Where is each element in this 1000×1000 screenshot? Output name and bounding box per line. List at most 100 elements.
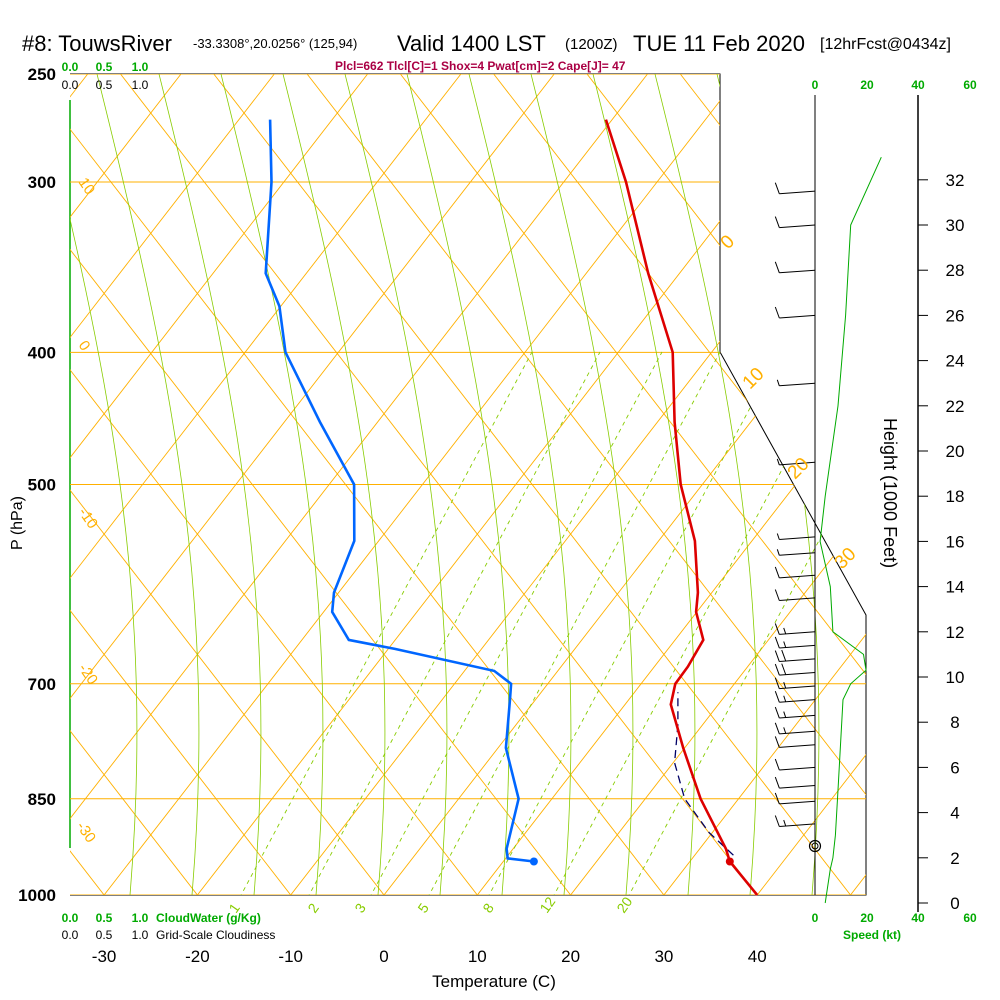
wind-barb-feather bbox=[774, 589, 780, 601]
wind-barb-shaft bbox=[779, 382, 816, 387]
isotherm-line bbox=[383, 74, 866, 895]
isotherm-line bbox=[70, 74, 648, 895]
cloudwater-scale-bottom-label: 0.0 bbox=[62, 911, 79, 925]
temperature-tick-label: -10 bbox=[278, 947, 303, 966]
speed-scale-top-label: 20 bbox=[860, 78, 874, 92]
mixing-ratio-line bbox=[544, 351, 846, 895]
moist-adiabat-line bbox=[344, 74, 448, 895]
cloudwater-scale-bottom-label: 0.5 bbox=[96, 911, 113, 925]
height-tick-label: 24 bbox=[946, 352, 965, 371]
wind-barb-half-feather bbox=[776, 379, 780, 386]
height-tick-label: 30 bbox=[946, 216, 965, 235]
wind-barb-shaft bbox=[779, 597, 816, 602]
isotherm-line bbox=[850, 74, 866, 895]
wind-barb-feather bbox=[774, 677, 780, 689]
cloudiness-scale-bottom-label: 0.0 bbox=[62, 928, 79, 942]
wind-barb-feather bbox=[774, 623, 780, 635]
wind-barb-shaft bbox=[779, 800, 816, 805]
isotherm-label: 10 bbox=[75, 175, 98, 198]
wind-barb-shaft bbox=[779, 224, 816, 229]
wind-barb-shaft bbox=[779, 314, 816, 319]
wind-barb-half-feather bbox=[783, 641, 787, 648]
moist-adiabat-line bbox=[468, 74, 572, 895]
speed-scale-bottom-label: 20 bbox=[860, 911, 874, 925]
wind-barb-feather bbox=[774, 815, 780, 827]
temperature-tick-label: 10 bbox=[468, 947, 487, 966]
wind-barb-shaft bbox=[779, 536, 816, 540]
cloudiness-scale-bottom-label: 0.5 bbox=[96, 928, 113, 942]
cloudwater-scale-top-label: 0.5 bbox=[96, 60, 113, 74]
height-tick-label: 22 bbox=[946, 397, 965, 416]
height-tick-label: 28 bbox=[946, 261, 965, 280]
height-tick-label: 6 bbox=[950, 758, 959, 777]
pressure-tick-label: 850 bbox=[28, 790, 56, 809]
pressure-axis-label: P (hPa) bbox=[9, 496, 26, 550]
height-tick-label: 26 bbox=[946, 306, 965, 325]
moist-adiabat-line bbox=[96, 74, 200, 895]
plot-area bbox=[0, 74, 866, 895]
mixing-ratio-label: 5 bbox=[414, 900, 432, 916]
cloudwater-label: CloudWater (g/Kg) bbox=[156, 911, 261, 925]
speed-scale-top-label: 60 bbox=[963, 78, 977, 92]
wind-barb-feather bbox=[774, 776, 780, 789]
wind-barb-shaft bbox=[779, 574, 816, 579]
isotherm-label: 0 bbox=[75, 338, 94, 355]
mixing-ratio-label: 3 bbox=[351, 900, 369, 916]
pressure-tick-label: 300 bbox=[28, 173, 56, 192]
valid-time: Valid 1400 LST bbox=[397, 31, 546, 56]
dry-adiabat-diagonal bbox=[306, 74, 866, 895]
mixing-ratio-label: 20 bbox=[613, 894, 635, 916]
valid-time-utc: (1200Z) bbox=[565, 36, 618, 53]
height-tick-label: 2 bbox=[950, 849, 959, 868]
cloudiness-scale-top-label: 0.0 bbox=[62, 78, 79, 92]
isotherm-line bbox=[70, 74, 275, 895]
mixing-ratio-line bbox=[479, 351, 781, 895]
temperature-axis-label: Temperature (C) bbox=[432, 972, 556, 991]
dry-adiabat-diagonal bbox=[70, 74, 665, 895]
wind-barb-feather bbox=[774, 306, 780, 319]
wind-barb-shaft bbox=[779, 552, 816, 556]
wind-barb-feather bbox=[781, 649, 787, 662]
wind-barb-feather bbox=[774, 650, 780, 662]
wind-barb-feather bbox=[774, 636, 780, 649]
temperature-tick-label: 40 bbox=[748, 947, 767, 966]
pressure-tick-label: 500 bbox=[28, 476, 56, 495]
station-coordinates: -33.3308°,20.0256° (125,94) bbox=[193, 36, 357, 51]
moist-adiabat-line bbox=[158, 74, 262, 895]
moist-adiabat-line bbox=[282, 74, 386, 895]
forecast-run: [12hrFcst@0434z] bbox=[820, 36, 951, 53]
isotherm-label: -30 bbox=[73, 819, 99, 847]
mixing-ratio-label: 12 bbox=[536, 894, 558, 916]
height-tick-label: 12 bbox=[946, 623, 965, 642]
wind-barb-half-feather bbox=[783, 819, 787, 827]
wind-speed-profile-line bbox=[819, 156, 882, 904]
isotherm-label-right: 20 bbox=[784, 454, 814, 484]
isotherm-line bbox=[70, 74, 555, 895]
mixing-ratio-line bbox=[619, 351, 866, 895]
cloudwater-scale-top-label: 1.0 bbox=[132, 60, 149, 74]
dry-adiabat-diagonal bbox=[70, 74, 385, 895]
wind-barb-half-feather bbox=[776, 458, 780, 466]
speed-scale-top-label: 40 bbox=[911, 78, 925, 92]
speed-scale-bottom-label: 0 bbox=[812, 911, 819, 925]
height-tick-label: 16 bbox=[946, 532, 965, 551]
stability-indices: Plcl=662 Tlcl[C]=1 Shox=4 Pwat[cm]=2 Cap… bbox=[335, 59, 626, 73]
isotherm-line bbox=[756, 74, 866, 895]
height-axis-label: Height (1000 Feet) bbox=[880, 418, 900, 568]
isotherm-label-right: 10 bbox=[739, 364, 769, 394]
isotherm-line bbox=[103, 74, 742, 895]
dry-adiabat-diagonal bbox=[0, 74, 11, 895]
mixing-ratio-line bbox=[299, 351, 601, 895]
isotherm-label: -10 bbox=[75, 505, 101, 533]
height-tick-label: 4 bbox=[950, 804, 959, 823]
wind-barb-half-feather bbox=[776, 549, 780, 556]
moist-adiabat-line bbox=[592, 74, 696, 895]
dry-adiabat-diagonal bbox=[400, 74, 866, 895]
wind-barb-shaft bbox=[779, 766, 816, 771]
wind-barb-half-feather bbox=[783, 627, 787, 635]
isotherm-line bbox=[70, 74, 462, 895]
mixing-ratio-line bbox=[361, 351, 663, 895]
moist-adiabat-line bbox=[220, 74, 324, 895]
moist-adiabat-line bbox=[654, 74, 758, 895]
